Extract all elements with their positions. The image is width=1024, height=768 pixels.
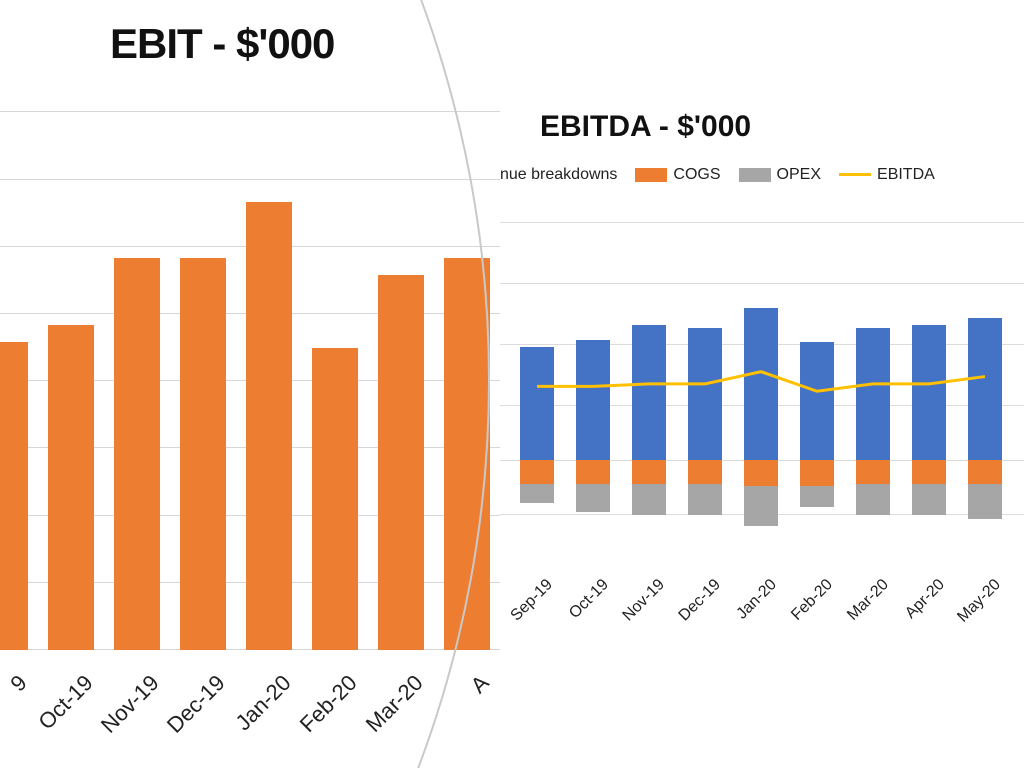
stage: { "ebit": { "title": "EBIT - $'000", "ty… — [0, 0, 1024, 768]
ebit-gridline — [0, 179, 500, 180]
ebitda-plot-area — [500, 215, 1024, 555]
legend-line-icon — [839, 173, 871, 176]
ebitda-x-axis: Sep-19Oct-19Nov-19Dec-19Jan-20Feb-20Mar-… — [500, 570, 1024, 660]
ebit-bar — [444, 258, 490, 650]
ebitda-chart-title: EBITDA - $'000 — [540, 110, 751, 144]
legend-item: EBITDA — [839, 166, 935, 184]
ebit-bar — [378, 275, 424, 650]
ebit-bar — [312, 348, 358, 650]
legend-swatch-icon — [635, 168, 667, 182]
legend-item: OPEX — [739, 166, 821, 184]
legend-label: nue breakdowns — [500, 166, 617, 183]
ebitda-line — [500, 215, 1024, 555]
ebit-bar — [0, 342, 28, 650]
legend-label: COGS — [673, 166, 720, 183]
legend-item: nue breakdowns — [500, 166, 617, 184]
ebit-bar — [48, 325, 94, 650]
ebit-bar — [246, 202, 292, 650]
ebit-gridline — [0, 111, 500, 112]
legend-label: OPEX — [777, 166, 821, 183]
ebit-plot-area — [0, 90, 500, 650]
legend-label: EBITDA — [877, 166, 935, 183]
ebit-bar — [180, 258, 226, 650]
legend-item: COGS — [635, 166, 720, 184]
ebitda-legend: nue breakdowns COGS OPEX EBITDA — [500, 166, 1024, 184]
ebit-chart-title: EBIT - $'000 — [110, 20, 334, 68]
ebit-bar — [114, 258, 160, 650]
legend-swatch-icon — [739, 168, 771, 182]
ebit-x-axis: 9Oct-19Nov-19Dec-19Jan-20Feb-20Mar-20A — [0, 662, 500, 762]
